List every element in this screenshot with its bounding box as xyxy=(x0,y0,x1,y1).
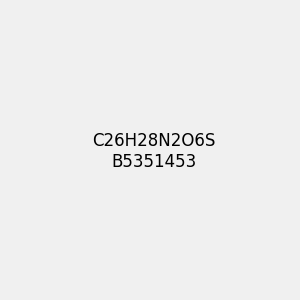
Text: C26H28N2O6S
B5351453: C26H28N2O6S B5351453 xyxy=(92,132,215,171)
